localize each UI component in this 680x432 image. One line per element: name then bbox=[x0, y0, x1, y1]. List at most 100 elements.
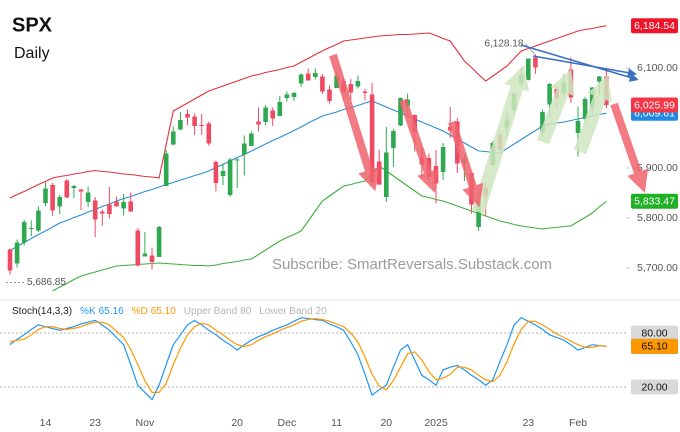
y-tick-label-box bbox=[631, 379, 678, 395]
annotation: 6,128.18 bbox=[484, 39, 523, 50]
candle-body bbox=[71, 186, 77, 188]
candle-body bbox=[348, 84, 354, 93]
candle-body bbox=[142, 253, 148, 257]
x-tick-label: Nov bbox=[136, 417, 155, 429]
candle-body bbox=[64, 180, 70, 198]
band-tag: 6,184.54 bbox=[634, 20, 675, 32]
candle-body bbox=[305, 73, 311, 81]
trend-line bbox=[520, 44, 639, 82]
legend-entry: %D bbox=[132, 306, 148, 317]
y-tick-label: 5,800.00 bbox=[637, 212, 678, 224]
y-tick-label: 6,100.00 bbox=[637, 62, 678, 74]
candle-body bbox=[582, 99, 588, 119]
candle-body bbox=[29, 228, 34, 229]
candle-body bbox=[242, 143, 247, 155]
band-tag: 5,833.47 bbox=[634, 196, 675, 208]
candle-body bbox=[540, 112, 545, 133]
candle-body bbox=[213, 162, 219, 183]
x-tick-label: 20 bbox=[380, 417, 392, 429]
candle-body bbox=[313, 73, 318, 77]
y-tick-label-box bbox=[631, 325, 678, 341]
candle-body bbox=[398, 98, 403, 126]
candle-body bbox=[107, 204, 112, 214]
y-tick-label: 5,700.00 bbox=[637, 262, 678, 274]
candle-body bbox=[92, 200, 98, 220]
x-tick-label: 11 bbox=[331, 417, 342, 429]
y-tick-label: 20.00 bbox=[641, 381, 667, 393]
candle-body bbox=[199, 125, 204, 126]
subtitle: Daily bbox=[14, 45, 50, 62]
candle-body bbox=[384, 152, 389, 197]
down-arrow bbox=[329, 53, 380, 192]
legend-entry: Upper Band bbox=[184, 306, 237, 317]
drawn-arrows bbox=[329, 44, 649, 214]
up-arrow bbox=[573, 75, 612, 155]
down-arrow bbox=[448, 120, 484, 208]
candle-body bbox=[291, 93, 297, 97]
candle-body bbox=[327, 89, 332, 101]
legend-entry: 65.10 bbox=[151, 306, 176, 317]
candle-body bbox=[185, 114, 190, 118]
annotation: 5,686.85 bbox=[27, 277, 66, 288]
close-tag-box bbox=[631, 97, 678, 113]
down-arrow bbox=[399, 98, 439, 194]
close-tag: 6,025.99 bbox=[634, 99, 675, 111]
candle-body bbox=[156, 227, 162, 257]
band-tag-box bbox=[631, 18, 678, 34]
annotation-line bbox=[525, 43, 535, 55]
candle-body bbox=[21, 222, 27, 243]
candle-body bbox=[298, 74, 304, 84]
x-tick-label: 2025 bbox=[424, 417, 448, 429]
candle-body bbox=[575, 121, 581, 133]
candle-body bbox=[362, 91, 368, 93]
candle-body bbox=[568, 69, 574, 98]
candle-body bbox=[114, 201, 119, 207]
candle-body bbox=[376, 161, 382, 185]
series-line bbox=[9, 317, 607, 393]
candle-body bbox=[234, 159, 240, 161]
candle-body bbox=[100, 211, 105, 214]
x-tick-label: 14 bbox=[40, 417, 52, 429]
band-line bbox=[52, 165, 607, 292]
legend-entry: 65.16 bbox=[99, 306, 124, 317]
candle-body bbox=[433, 166, 439, 184]
candle-body bbox=[369, 94, 375, 182]
x-tick-label: 20 bbox=[231, 417, 243, 429]
trend-line bbox=[532, 55, 637, 78]
candle-body bbox=[220, 171, 226, 176]
candle-body bbox=[57, 197, 62, 207]
candle-body bbox=[121, 202, 126, 209]
candle-body bbox=[128, 201, 133, 212]
x-tick-label: Dec bbox=[278, 417, 297, 429]
candle-body bbox=[277, 102, 283, 116]
candle-body bbox=[14, 242, 20, 264]
candle-body bbox=[206, 123, 212, 144]
legend-entry: 80 bbox=[240, 306, 252, 317]
y-tick-label: 5,900.00 bbox=[637, 162, 678, 174]
candle-body bbox=[171, 131, 176, 145]
candle-body bbox=[249, 133, 254, 146]
candle-body bbox=[440, 147, 446, 172]
legend-entry: 20 bbox=[316, 306, 328, 317]
candle-body bbox=[547, 84, 552, 105]
band-tag-box bbox=[631, 193, 678, 209]
candle-body bbox=[320, 76, 325, 92]
candle-body bbox=[7, 249, 13, 271]
series-tag: 65.10 bbox=[641, 341, 667, 353]
candle-body bbox=[78, 189, 84, 192]
candle-body bbox=[43, 188, 48, 203]
candle-body bbox=[334, 75, 339, 88]
candle-body bbox=[284, 94, 290, 98]
candle-body bbox=[163, 153, 169, 186]
candle-body bbox=[192, 116, 197, 126]
x-tick-label: Feb bbox=[569, 417, 587, 429]
candle-body bbox=[476, 200, 481, 227]
down-arrow bbox=[610, 102, 649, 194]
candle-body bbox=[355, 81, 361, 87]
candle-body bbox=[518, 75, 524, 84]
legend: Stoch(14,3,3) %K 65.16 %D 65.10 Upper Band 80 L… bbox=[12, 306, 327, 317]
candle-body bbox=[391, 131, 396, 148]
candle-body bbox=[178, 120, 183, 130]
candle-body bbox=[50, 185, 55, 211]
